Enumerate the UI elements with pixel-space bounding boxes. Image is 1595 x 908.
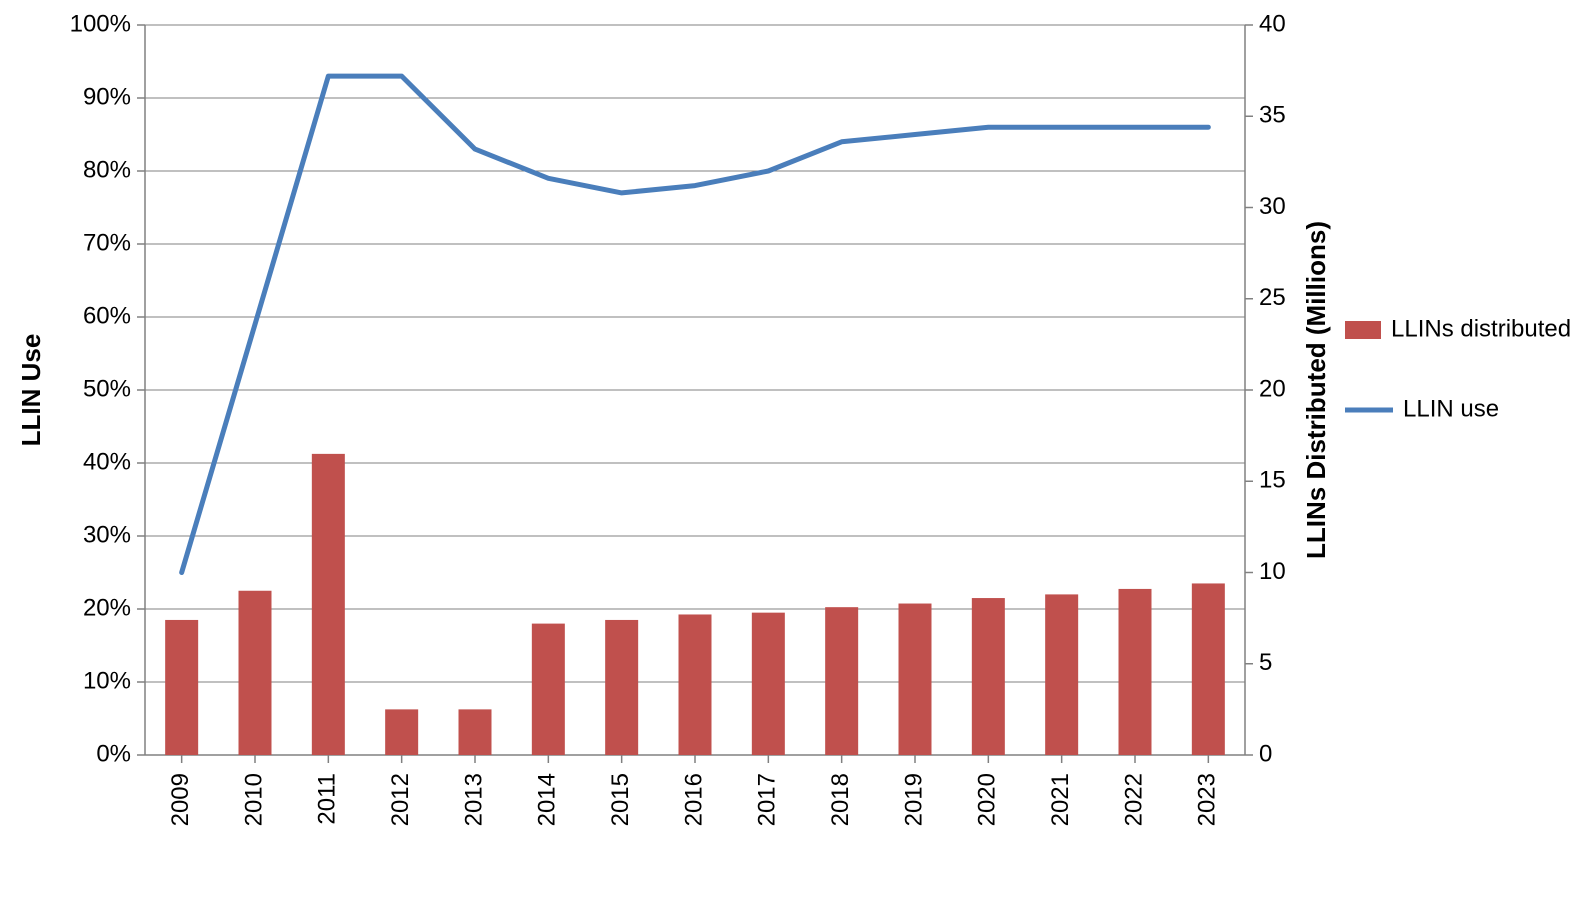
x-axis-tick-label: 2015 (607, 773, 634, 826)
bar (532, 624, 565, 755)
left-axis-tick-label: 30% (83, 521, 131, 548)
bar (312, 454, 345, 755)
chart-container: 0% 10% 20% 30% 40% 50% 60% 70% 80% 90% 100% 0 5 10 15 2… (0, 0, 1595, 908)
legend-swatch-bar (1345, 321, 1381, 339)
left-axis-tick-label: 90% (83, 83, 131, 110)
left-axis-label: LLIN Use (16, 334, 46, 447)
bar (899, 604, 932, 755)
x-axis-tick-label: 2011 (314, 773, 341, 825)
right-axis-tick-label: 35 (1259, 102, 1286, 129)
x-axis-tick-label: 2018 (827, 773, 854, 826)
x-axis-tick-label: 2009 (167, 773, 194, 826)
bar (679, 614, 712, 755)
bar (459, 709, 492, 755)
left-axis-tick-label: 70% (83, 229, 131, 256)
x-axis-tick-label: 2016 (680, 773, 707, 826)
left-axis-tick-label: 60% (83, 302, 131, 329)
x-axis-tick-label: 2013 (460, 773, 487, 826)
bar (825, 607, 858, 755)
bar (972, 598, 1005, 755)
bar (605, 620, 638, 755)
bar (1192, 583, 1225, 755)
x-axis-tick-label: 2022 (1120, 773, 1147, 826)
left-axis-tick-label: 100% (70, 10, 131, 37)
legend-label-line: LLIN use (1403, 395, 1499, 422)
x-axis-tick-label: 2021 (1047, 773, 1074, 826)
right-axis-tick-label: 20 (1259, 375, 1286, 402)
x-axis-tick-label: 2012 (387, 773, 414, 826)
left-axis-tick-label: 80% (83, 156, 131, 183)
right-axis-tick-label: 40 (1259, 10, 1286, 37)
right-axis-tick-label: 25 (1259, 284, 1286, 311)
right-axis-tick-label: 0 (1259, 740, 1272, 767)
x-axis-tick-label: 2023 (1194, 773, 1221, 826)
right-axis-tick-label: 15 (1259, 467, 1286, 494)
bar (165, 620, 198, 755)
left-axis-tick-label: 20% (83, 594, 131, 621)
x-axis-tick-label: 2020 (974, 773, 1001, 826)
left-axis-tick-label: 0% (96, 740, 131, 767)
x-axis-tick-label: 2014 (534, 773, 561, 826)
right-axis-label: LLINs Distributed (Millions) (1301, 221, 1331, 559)
x-axis-tick-label: 2017 (754, 773, 781, 826)
bar (752, 613, 785, 755)
right-axis-tick-label: 10 (1259, 558, 1286, 585)
left-axis-tick-label: 50% (83, 375, 131, 402)
bar (385, 709, 418, 755)
bar (1045, 594, 1078, 755)
x-axis-tick-label: 2010 (240, 773, 267, 826)
left-axis-tick-label: 40% (83, 448, 131, 475)
right-axis-tick-label: 5 (1259, 649, 1272, 676)
legend-label-bar: LLINs distributed (1391, 315, 1571, 342)
x-axis-tick-label: 2019 (900, 773, 927, 826)
right-axis-tick-label: 30 (1259, 193, 1286, 220)
bar (1119, 589, 1152, 755)
dual-axis-chart: 0% 10% 20% 30% 40% 50% 60% 70% 80% 90% 100% 0 5 10 15 2… (0, 0, 1595, 908)
left-axis-tick-label: 10% (83, 667, 131, 694)
bar (239, 591, 272, 755)
